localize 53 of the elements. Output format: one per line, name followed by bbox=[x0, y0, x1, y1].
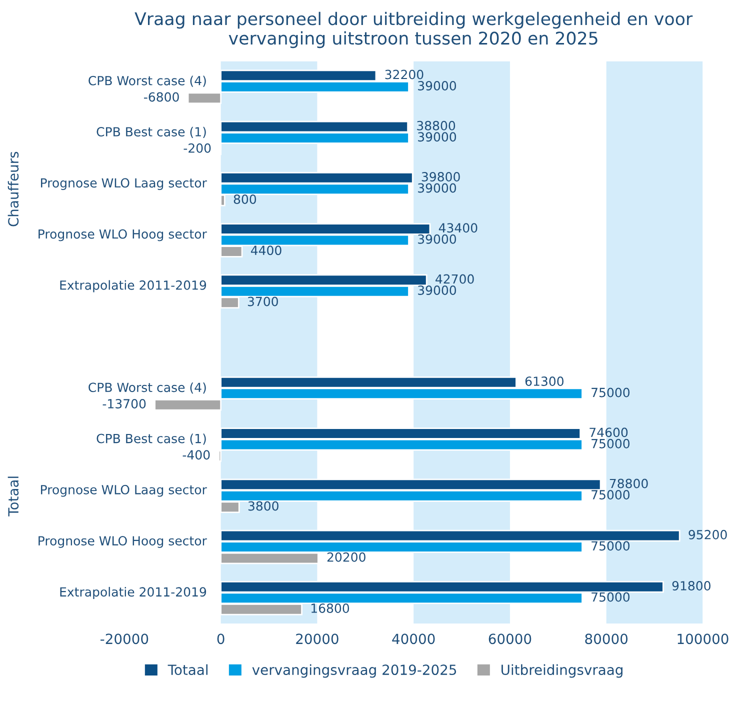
data-label: 78800 bbox=[610, 478, 648, 488]
data-label: -400 bbox=[182, 450, 210, 460]
text: Totaal bbox=[8, 476, 19, 516]
y-tick-label: Prognose WLO Hoog sector bbox=[38, 536, 207, 548]
x-tick-label: 100000 bbox=[678, 634, 728, 644]
text: Chauffeurs bbox=[8, 152, 19, 226]
y-tick-label: Prognose WLO Hoog sector bbox=[38, 229, 207, 242]
data-label: 39000 bbox=[418, 286, 456, 295]
x-tick-label: 40000 bbox=[392, 634, 435, 644]
data-label: -13700 bbox=[102, 399, 146, 408]
data-label: 61300 bbox=[525, 376, 564, 386]
y-tick-label: CPB Worst case (4) bbox=[88, 76, 206, 87]
data-label: -200 bbox=[184, 143, 211, 153]
data-label: 38800 bbox=[417, 120, 456, 130]
data-label: 75000 bbox=[592, 388, 630, 398]
data-label: 20200 bbox=[327, 552, 366, 562]
data-label: 91800 bbox=[672, 581, 710, 590]
data-label: 75000 bbox=[592, 541, 630, 551]
y-tick-label: Extrapolatie 2011-2019 bbox=[60, 280, 206, 292]
legend-label: vervangingsvraag 2019-2025 bbox=[252, 664, 456, 678]
data-label: 39000 bbox=[418, 183, 456, 193]
y-tick-label: Extrapolatie 2011-2019 bbox=[60, 586, 206, 600]
data-label: 39800 bbox=[422, 172, 460, 182]
data-label: 39000 bbox=[418, 81, 456, 90]
data-label: 95200 bbox=[688, 530, 727, 540]
data-label: 4400 bbox=[250, 246, 282, 256]
data-label: -6800 bbox=[144, 92, 179, 102]
chart-title: Vraag naar personeel door uitbreiding werkgelegenheid en voor vervanging uitstroon tussen 2020 en 2025 bbox=[134, 12, 693, 48]
data-label: 75000 bbox=[592, 592, 630, 602]
x-tick-label: 80000 bbox=[585, 634, 628, 644]
y-tick-label: CPB Best case (1) bbox=[96, 434, 206, 445]
data-label: 800 bbox=[234, 194, 256, 204]
data-label: 43400 bbox=[438, 223, 478, 233]
x-tick-label: 20000 bbox=[296, 634, 338, 644]
x-tick-label: -20000 bbox=[100, 634, 148, 644]
y-tick-label: CPB Worst case (4) bbox=[88, 382, 206, 394]
data-label: 75000 bbox=[592, 490, 630, 500]
data-label: 16800 bbox=[311, 604, 350, 613]
data-label: 39000 bbox=[418, 234, 456, 244]
data-label: 32200 bbox=[385, 70, 424, 80]
legend-label: Totaal bbox=[168, 664, 208, 676]
y-tick-label: Prognose WLO Laag sector bbox=[41, 484, 207, 497]
x-tick-label: 0 bbox=[217, 634, 224, 644]
y-tick-label: Prognose WLO Laag sector bbox=[41, 178, 207, 190]
data-label: 3800 bbox=[248, 501, 278, 511]
data-label: 39000 bbox=[418, 132, 456, 142]
data-label: 42700 bbox=[436, 274, 474, 284]
x-tick-label: 60000 bbox=[488, 634, 532, 644]
data-label: 74600 bbox=[590, 428, 628, 438]
y-tick-label: CPB Best case (1) bbox=[96, 126, 206, 138]
data-label: 3700 bbox=[248, 296, 278, 306]
legend-label: Uitbreidingsvraag bbox=[502, 664, 622, 678]
data-label: 75000 bbox=[592, 438, 630, 448]
